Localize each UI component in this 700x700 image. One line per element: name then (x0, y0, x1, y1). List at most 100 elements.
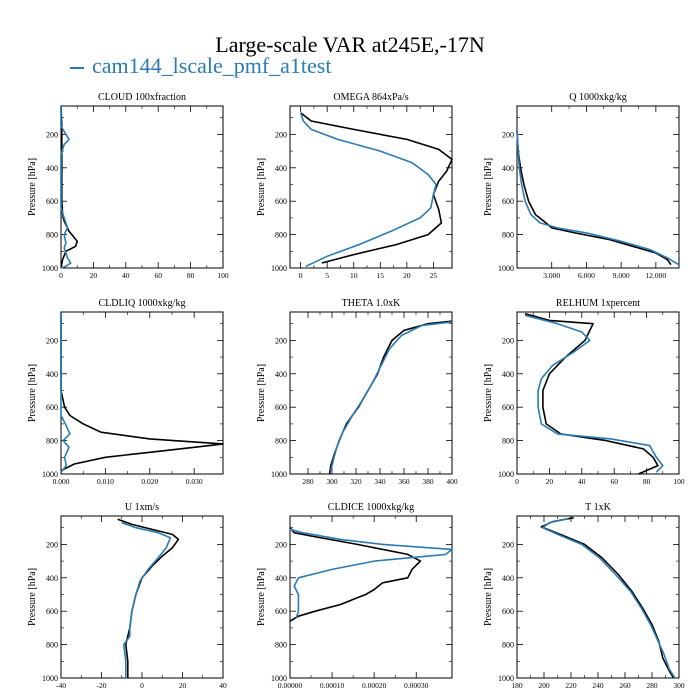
x-tick-label: 240 (592, 681, 604, 690)
y-tick-label: 800 (502, 437, 514, 446)
y-axis-label: Pressure [hPa] (27, 364, 38, 422)
x-tick-label: 0.00030 (404, 681, 429, 690)
y-tick-label: 800 (275, 231, 287, 240)
panel-title: CLDLIQ 1000xkg/kg (99, 298, 186, 309)
y-tick-label: 600 (275, 403, 287, 412)
y-tick-label: 1000 (42, 264, 58, 273)
reference-profile-line (540, 516, 675, 679)
page-title: Large-scale VAR at245E,-17N (215, 32, 485, 57)
y-tick-label: 800 (502, 231, 514, 240)
panel-frame (60, 515, 224, 679)
y-tick-label: 600 (46, 403, 58, 412)
x-tick-label: 320 (350, 477, 362, 486)
y-tick-label: 1000 (498, 264, 514, 273)
y-tick-label: 600 (46, 607, 58, 616)
y-tick-label: 200 (502, 336, 514, 345)
y-tick-label: 200 (502, 540, 514, 549)
y-tick-label: 800 (46, 641, 58, 650)
x-tick-label: 180 (511, 681, 523, 690)
case-profile-line (524, 314, 664, 473)
case-profile-line (121, 521, 172, 678)
reference-profile-line (300, 112, 453, 264)
x-tick-label: 100 (217, 271, 229, 280)
y-tick-label: 400 (502, 370, 514, 379)
y-tick-label: 400 (46, 164, 58, 173)
x-tick-label: 0.00000 (278, 681, 303, 690)
y-tick-label: 1000 (42, 674, 58, 683)
x-tick-label: 9.000 (613, 271, 630, 280)
panel-title: CLDICE 1000xkg/kg (328, 502, 414, 513)
y-tick-label: 400 (46, 370, 58, 379)
y-tick-label: 600 (502, 607, 514, 616)
x-tick-label: 40 (122, 271, 130, 280)
reference-profile-line (117, 518, 180, 678)
reference-profile-line (60, 312, 224, 472)
x-tick-label: 5 (325, 271, 329, 280)
panel-frame (516, 311, 680, 475)
x-tick-label: 220 (565, 681, 577, 690)
x-tick-label: 3.000 (543, 271, 560, 280)
y-tick-label: 600 (46, 197, 58, 206)
case-profile-line (541, 517, 676, 679)
y-tick-label: 200 (275, 336, 287, 345)
legend-line-swatch (70, 66, 84, 69)
y-tick-label: 200 (46, 130, 58, 139)
panel-frame (516, 515, 680, 679)
x-tick-label: 60 (154, 271, 162, 280)
y-tick-label: 1000 (498, 470, 514, 479)
case-profile-line (299, 112, 437, 268)
legend-label: cam144_lscale_pmf_a1test (92, 53, 332, 78)
panel-frame (60, 311, 224, 475)
x-tick-label: 25 (430, 271, 438, 280)
x-tick-label: 360 (398, 477, 410, 486)
y-tick-label: 400 (502, 574, 514, 583)
reference-profile-line (289, 527, 422, 622)
x-tick-label: 0 (140, 681, 144, 690)
x-tick-label: 10 (350, 271, 358, 280)
reference-profile-line (328, 320, 453, 475)
y-tick-label: 800 (502, 641, 514, 650)
x-tick-label: 20 (546, 477, 554, 486)
y-tick-label: 600 (502, 197, 514, 206)
panel-frame (289, 105, 453, 269)
panel-title: OMEGA 864xPa/s (333, 92, 408, 103)
x-tick-label: 0 (59, 271, 63, 280)
x-tick-label: 0.010 (97, 477, 114, 486)
x-tick-label: 80 (187, 271, 195, 280)
x-tick-label: 12.000 (646, 271, 667, 280)
panel-frame (289, 515, 453, 679)
x-tick-label: 40 (219, 681, 227, 690)
panel-title: Q 1000xkg/kg (569, 92, 627, 103)
case-profile-line (330, 321, 453, 471)
x-tick-label: 0.030 (186, 477, 203, 486)
panel-frame (289, 311, 453, 475)
y-tick-label: 800 (275, 437, 287, 446)
y-axis-label: Pressure [hPa] (27, 568, 38, 626)
y-tick-label: 800 (46, 231, 58, 240)
y-tick-label: 600 (502, 403, 514, 412)
reference-profile-line (516, 131, 672, 266)
x-tick-label: 20 (90, 271, 98, 280)
x-tick-label: 0.020 (141, 477, 158, 486)
x-tick-label: 340 (374, 477, 386, 486)
y-tick-label: 200 (46, 336, 58, 345)
y-tick-label: 200 (275, 540, 287, 549)
y-tick-label: 200 (275, 130, 287, 139)
x-tick-label: 400 (446, 477, 458, 486)
x-tick-label: -40 (56, 681, 66, 690)
panel-title: RELHUM 1xpercent (556, 298, 640, 309)
x-tick-label: 0 (299, 271, 303, 280)
x-tick-label: 300 (326, 477, 338, 486)
x-tick-label: 280 (646, 681, 658, 690)
y-axis-label: Pressure [hPa] (483, 158, 494, 216)
x-tick-label: 280 (302, 477, 314, 486)
case-profile-line (60, 106, 72, 269)
y-tick-label: 1000 (271, 674, 287, 683)
x-tick-label: 100 (673, 477, 685, 486)
y-tick-label: 400 (275, 370, 287, 379)
case-profile-line (60, 312, 71, 473)
y-axis-label: Pressure [hPa] (256, 364, 267, 422)
panel-title: T 1xK (585, 502, 611, 513)
x-tick-label: 200 (538, 681, 550, 690)
